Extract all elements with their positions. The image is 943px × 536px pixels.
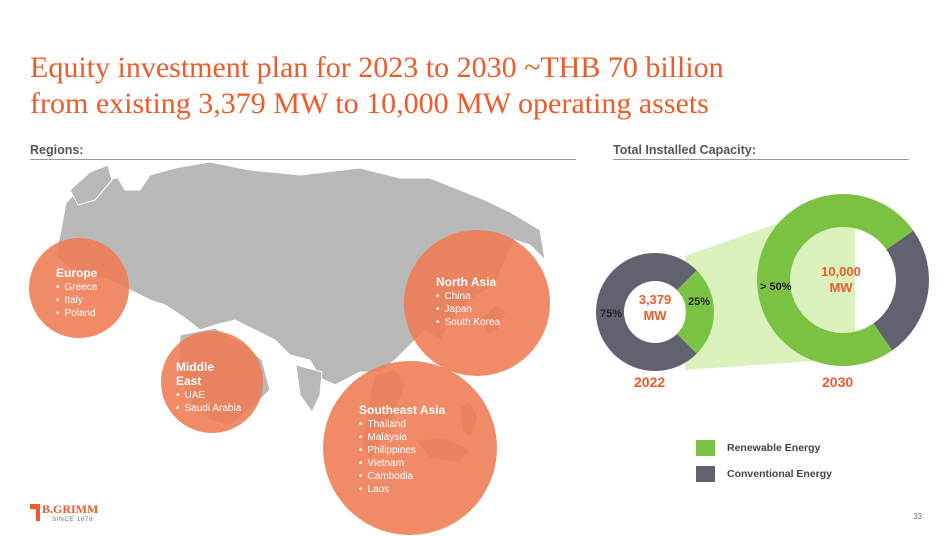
legend-conventional: Conventional Energy [696, 466, 832, 482]
country-item: South Korea [436, 316, 501, 329]
region-north-asia: North Asia China Japan South Korea [436, 275, 500, 329]
country-item: Greece [56, 281, 98, 294]
donut-2022 [595, 252, 715, 371]
logo-mark-icon [30, 504, 40, 521]
center-label-2030: 10,000 MW [806, 264, 876, 296]
legend-label: Conventional Energy [727, 468, 833, 480]
donut-slice-2022-conventional [595, 252, 697, 371]
legend-swatch-conventional [696, 466, 715, 482]
region-middle-east: Middle East UAE Saudi Arabia [176, 360, 242, 415]
donut-slice-2030-renewable [757, 193, 914, 366]
title-line-2: from existing 3,379 MW to 10,000 MW oper… [30, 87, 709, 120]
region-europe: Europe Greece Italy Poland [56, 266, 97, 320]
regions-divider [30, 159, 576, 160]
pct-label-2022-renewable: 25% [688, 296, 711, 308]
country-item: Philippines [359, 444, 445, 457]
country-item: China [436, 290, 500, 303]
country-item: Saudi Arabia [176, 402, 242, 415]
pct-label-2030-renewable: > 50% [760, 281, 792, 293]
legend-label: Renewable Energy [727, 442, 821, 454]
page-number: 33 [913, 512, 922, 521]
legend-swatch-renewable [696, 440, 715, 456]
pct-label-2022-conventional: 75% [600, 308, 623, 320]
slide-title: Equity investment plan for 2023 to 2030 … [30, 50, 930, 122]
region-name: Middle East [176, 360, 214, 388]
country-item: UAE [176, 389, 236, 402]
region-name: Southeast Asia [359, 403, 446, 417]
region-southeast-asia: Southeast Asia Thailand Malaysia Philipp… [359, 403, 445, 496]
country-item: Thailand [359, 418, 445, 431]
center-label-2022: 3,379 MW [627, 292, 683, 324]
donut-2030 [757, 193, 929, 366]
regions-heading: Regions: [30, 143, 84, 157]
title-line-1: Equity investment plan for 2023 to 2030 … [30, 51, 724, 84]
year-label-2030: 2030 [822, 374, 854, 390]
country-item: Laos [359, 483, 445, 496]
country-item: Cambodia [359, 470, 445, 483]
country-item: Italy [56, 294, 97, 307]
center-value: 3,379 [638, 292, 672, 307]
country-item: Japan [436, 303, 500, 316]
donut-slice-2030-conventional [873, 230, 929, 351]
logo-name: B.GRIMM [42, 502, 99, 516]
capacity-heading: Total Installed Capacity: [613, 143, 756, 157]
country-item: Poland [56, 307, 97, 320]
capacity-divider [613, 159, 909, 160]
center-unit: MW [643, 308, 667, 323]
center-unit: MW [829, 280, 853, 295]
legend-renewable: Renewable Energy [696, 440, 820, 456]
country-item: Malaysia [359, 431, 445, 444]
center-value: 10,000 [821, 264, 861, 279]
company-logo: B.GRIMM SINCE 1878 [30, 503, 98, 523]
region-name: Europe [56, 266, 98, 280]
year-label-2022: 2022 [634, 374, 666, 390]
country-item: Vietnam [359, 457, 445, 470]
logo-since: SINCE 1878 [52, 516, 94, 523]
region-name: North Asia [436, 275, 497, 289]
donut-slice-2022-renewable [676, 270, 715, 354]
